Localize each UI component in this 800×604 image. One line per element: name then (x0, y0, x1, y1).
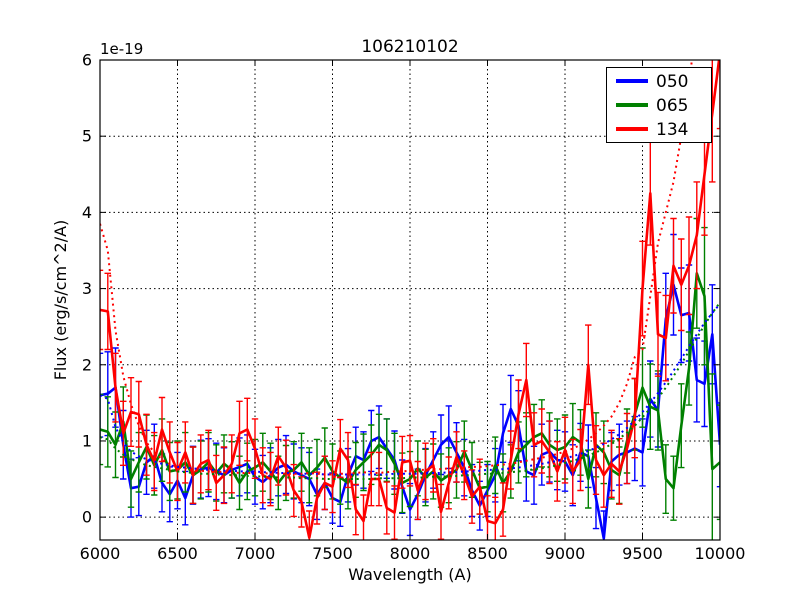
x-tick-label: 6500 (157, 544, 198, 563)
legend-label-050: 050 (656, 72, 688, 92)
y-tick-label: 0 (82, 508, 92, 527)
y-tick-label: 4 (82, 203, 92, 222)
series-134 (100, 60, 720, 540)
series-layer (100, 60, 720, 540)
ticks-layer (99, 59, 721, 540)
series-134-noise-line (100, 60, 693, 476)
legend-label-134: 134 (656, 120, 688, 140)
x-tick-label: 9000 (545, 544, 586, 563)
y-tick-label: 6 (82, 51, 92, 70)
x-tick-label: 9500 (622, 544, 663, 563)
y-axis-label: Flux (erg/s/cm^2/A) (51, 220, 70, 381)
series-065-noise-line (100, 301, 720, 480)
series-065-noise (100, 301, 720, 480)
legend-label-065: 065 (656, 96, 688, 116)
y-tick-label: 1 (82, 431, 92, 450)
x-tick-label: 8500 (467, 544, 508, 563)
y-tick-label: 3 (82, 279, 92, 298)
chart-title: 106210102 (361, 37, 458, 57)
x-tick-label: 10000 (695, 544, 746, 563)
series-050-noise (100, 303, 720, 476)
series-050-noise-line (100, 303, 720, 476)
legend: 050 065 134 (606, 67, 712, 143)
y-axis-offset-label: 1e-19 (100, 40, 143, 58)
tick-labels-layer: 6000 6500 7000 7500 8000 8500 9000 9500 10000 0 1 2… (80, 51, 746, 564)
x-tick-label: 7000 (235, 544, 276, 563)
x-axis-label: Wavelength (A) (348, 565, 471, 584)
x-tick-label: 8000 (390, 544, 431, 563)
series-134-noise (100, 60, 693, 476)
y-tick-label: 5 (82, 127, 92, 146)
x-tick-label: 7500 (312, 544, 353, 563)
series-134-line (100, 60, 720, 540)
x-tick-label: 6000 (80, 544, 121, 563)
y-tick-label: 2 (82, 355, 92, 374)
